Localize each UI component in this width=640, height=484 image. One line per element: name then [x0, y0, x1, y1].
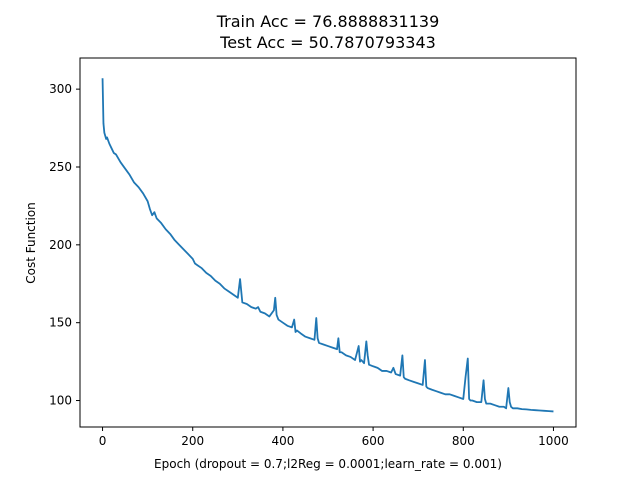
axis-ticks: 0 200 400 600 800 1000 100 150 200 250 300: [49, 82, 569, 448]
x-tick-label: 1000: [538, 434, 569, 448]
axes-frame: [79, 57, 577, 428]
y-tick-label: 150: [49, 316, 72, 330]
chart-title-line-1: Train Acc = 76.8888831139: [216, 12, 440, 31]
x-tick-label: 200: [181, 434, 204, 448]
x-tick-label: 600: [362, 434, 385, 448]
y-tick-label: 300: [49, 82, 72, 96]
x-tick-label: 800: [452, 434, 475, 448]
y-tick-label: 250: [49, 160, 72, 174]
x-axis-label: Epoch (dropout = 0.7;l2Reg = 0.0001;lear…: [154, 457, 502, 471]
cost-series-line: [101, 78, 554, 413]
y-tick-label: 100: [49, 394, 72, 408]
y-axis-label: Cost Function: [24, 202, 38, 284]
chart-title-line-2: Test Acc = 50.7870793343: [219, 33, 436, 52]
x-tick-label: 0: [99, 434, 107, 448]
plot-area: [101, 78, 554, 413]
x-tick-label: 400: [271, 434, 294, 448]
y-tick-label: 200: [49, 238, 72, 252]
